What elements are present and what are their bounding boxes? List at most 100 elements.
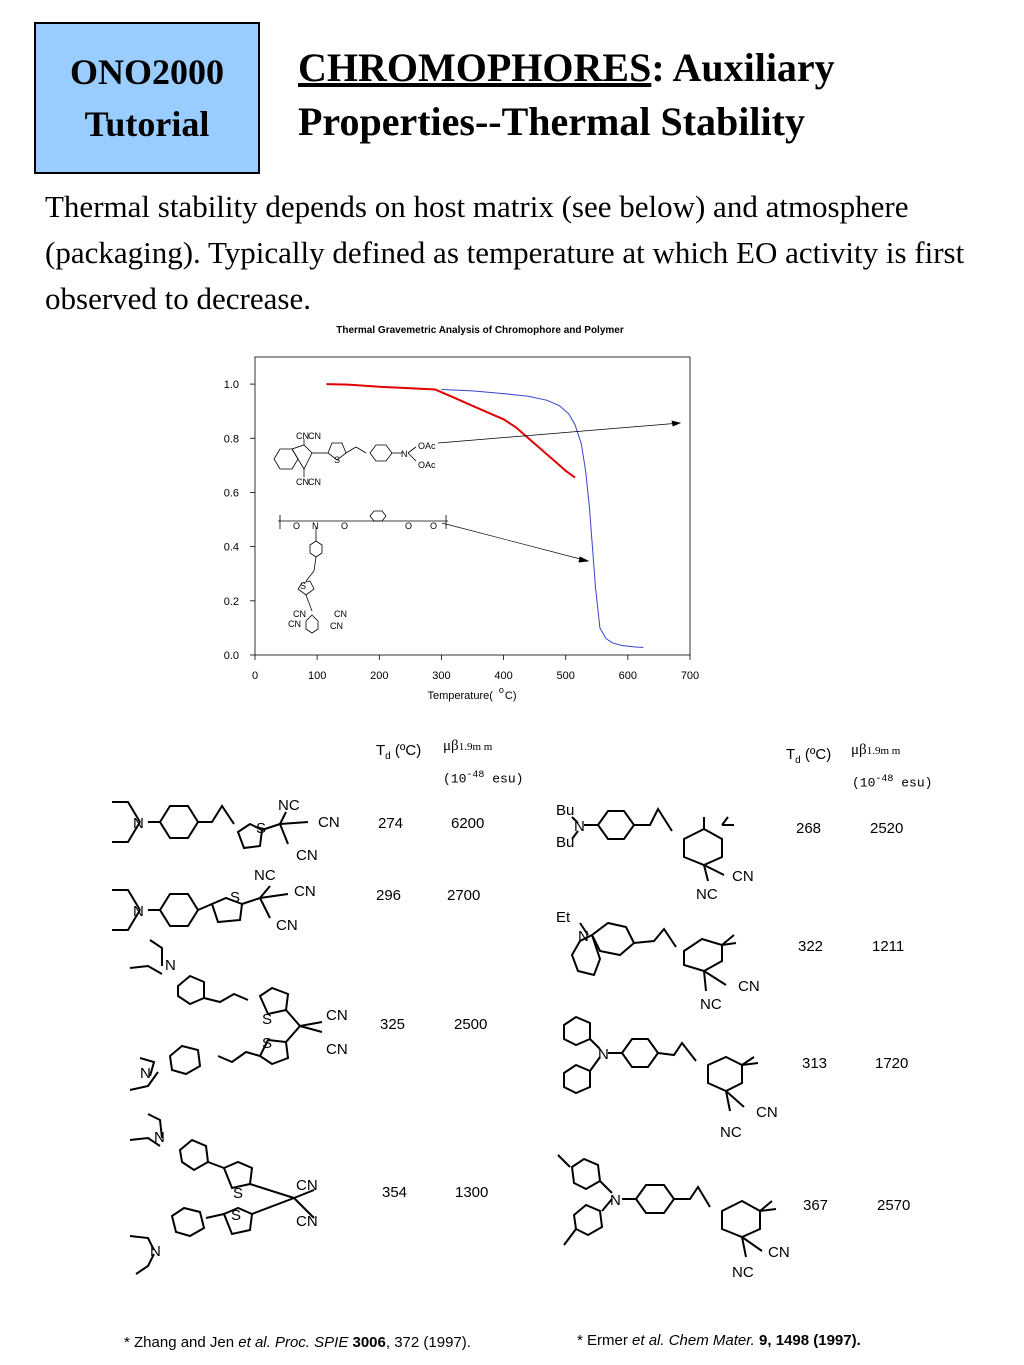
atom-cn: CN [330,621,343,631]
td-value: 296 [376,887,402,904]
x-tick-label: 400 [494,670,512,682]
x-axis-label-unit: C) [505,690,517,702]
mb-value: 1300 [455,1184,489,1201]
atom-cn: CN [293,609,306,619]
chromophore-structure-icon [273,420,682,477]
mb-header-right: μβ1.9m m [851,742,901,758]
atom-nc: NC [720,1124,742,1141]
units-header-left: (10-48 esu) [443,770,524,787]
tutorial-badge: ONO2000 Tutorial [34,22,260,174]
td-value: 268 [796,820,822,837]
atom-n: N [133,903,144,920]
footnote-right: * Ermer et al. Chem Mater. 9, 1498 (1997… [577,1332,861,1349]
atom-s: S [262,1035,272,1052]
y-tick-label: 0.8 [224,433,239,445]
atom-cn: CN [296,1177,318,1194]
series-line-1 [326,383,576,479]
mb-value: 2500 [454,1016,488,1033]
td-header-left: Td (ºC) [376,742,422,762]
td-value: 325 [380,1016,406,1033]
mb-value: 1211 [872,938,905,955]
atom-cn: CN [318,814,340,831]
atom-cn: CN [276,917,298,934]
chart-title: Thermal Gravemetric Analysis of Chromoph… [336,325,624,336]
atom-cn: CN [308,431,321,441]
td-value: 274 [378,815,404,832]
chromophore-4-structure-icon [129,1113,315,1275]
series-layer [326,383,644,648]
atom-o: O [430,521,437,531]
atom-et: Et [556,909,571,926]
atom-nc: NC [732,1264,754,1281]
x-tick-label: 700 [681,670,699,682]
title-suffix: : Auxiliary [651,45,835,90]
left-structures: N S NC CN CN N S NC CN CN N S CN CN S N [112,797,348,1275]
chromophore-5-structure-icon [571,806,734,882]
mb-value: 2700 [447,887,481,904]
atom-n: N [165,957,176,974]
tga-chart: Thermal Gravemetric Analysis of Chromoph… [224,325,699,702]
atom-n: N [150,1243,161,1260]
td-value: 313 [802,1055,828,1072]
atom-cn: CN [296,477,309,487]
mb-value: 1720 [875,1055,909,1072]
x-axis-label: Temperature( oC) [427,685,516,702]
x-tick-label: 200 [370,670,388,682]
y-tick-label: 0.6 [224,487,239,499]
atom-n: N [401,449,408,459]
chromophore-3-structure-icon [129,939,323,1091]
td-value: 322 [798,938,824,955]
atom-cn: CN [756,1104,778,1121]
atom-s: S [334,455,340,465]
atom-cn: CN [296,431,309,441]
polymer-structure-icon [278,510,590,634]
atom-n: N [140,1065,151,1082]
td-value: 354 [382,1184,408,1201]
atom-bu: Bu [556,802,574,819]
x-tick-label: 600 [619,670,637,682]
atom-cn: CN [296,1213,318,1230]
atom-cn: CN [334,609,347,619]
atom-s: S [231,1207,241,1224]
atom-s: S [256,820,266,837]
atom-s: S [262,1011,272,1028]
right-structures: Bu N Bu CN NC Et N CN NC N CN NC [556,802,790,1281]
atom-n: N [154,1129,165,1146]
plot-frame [254,356,691,656]
y-tick-label: 0.4 [224,542,239,554]
atom-s: S [233,1185,243,1202]
atom-nc: NC [696,886,718,903]
atom-s: S [230,889,240,906]
mb-header-left: μβ1.9m m [443,738,493,754]
chromophore-8-structure-icon [557,1154,777,1258]
title-keyword: CHROMOPHORES [298,45,652,90]
atom-cn: CN [732,868,754,885]
atom-o: O [405,521,412,531]
x-tick-label: 500 [557,670,575,682]
atom-n: N [578,928,589,945]
atom-n: N [133,815,144,832]
x-axis: 0 100 200 300 400 500 600 700 [252,655,699,682]
atom-cn: CN [308,477,321,487]
y-axis: 0.0 0.2 0.4 0.6 0.8 1.0 [224,379,255,662]
chromophore-2-structure-icon [112,885,289,931]
page-title-line-1: CHROMOPHORES: Auxiliary [298,44,835,92]
x-tick-label: 0 [252,670,258,682]
atom-cn: CN [296,847,318,864]
intro-paragraph: Thermal stability depends on host matrix… [45,189,965,316]
x-axis-label-text: Temperature( [427,690,493,702]
x-axis-label-degree: o [499,685,504,695]
series-line-2 [441,389,644,648]
td-value: 367 [803,1197,829,1214]
units-header-right: (10-48 esu) [852,774,933,791]
atom-n: N [610,1192,621,1209]
atom-nc: NC [700,996,722,1013]
chromophore-1-structure-icon [112,801,309,850]
y-tick-label: 0.0 [224,650,239,662]
x-tick-label: 100 [308,670,326,682]
atom-cn: CN [326,1041,348,1058]
atom-o: O [293,521,300,531]
page-title-line-2: Properties--Thermal Stability [298,99,805,144]
atom-bu: Bu [556,834,574,851]
atom-cn: CN [288,619,301,629]
